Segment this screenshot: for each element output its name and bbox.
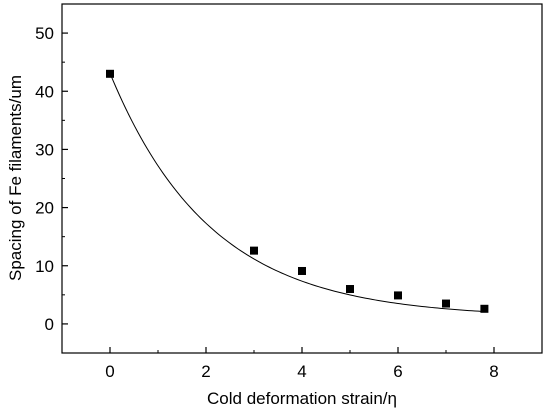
y-tick-label: 40 xyxy=(35,82,54,101)
y-tick-label: 20 xyxy=(35,199,54,218)
y-axis-ticks: 0 10 20 30 40 50 xyxy=(35,24,68,334)
y-tick-label: 30 xyxy=(35,140,54,159)
data-point xyxy=(480,304,489,313)
y-tick-label: 10 xyxy=(35,257,54,276)
x-tick-label: 4 xyxy=(297,362,306,381)
fit-curve-layer xyxy=(109,73,485,313)
x-axis-ticks: 0 2 4 6 8 xyxy=(105,347,499,381)
y-tick-label: 50 xyxy=(35,24,54,43)
x-tick-label: 0 xyxy=(105,362,114,381)
data-point xyxy=(250,246,258,255)
x-tick-label: 6 xyxy=(393,362,402,381)
data-point xyxy=(394,291,402,300)
data-point xyxy=(106,69,114,78)
y-axis-label: Spacing of Fe filaments/um xyxy=(6,75,25,281)
x-axis-label: Cold deformation strain/η xyxy=(207,389,397,408)
plot-frame xyxy=(61,3,543,354)
x-tick-label: 2 xyxy=(201,362,210,381)
fit-curve xyxy=(109,73,485,313)
data-points-layer xyxy=(106,69,489,313)
x-tick-label: 8 xyxy=(489,362,498,381)
data-point xyxy=(298,266,306,275)
y-tick-label: 0 xyxy=(45,315,54,334)
data-point xyxy=(442,299,450,308)
data-point xyxy=(346,285,354,294)
